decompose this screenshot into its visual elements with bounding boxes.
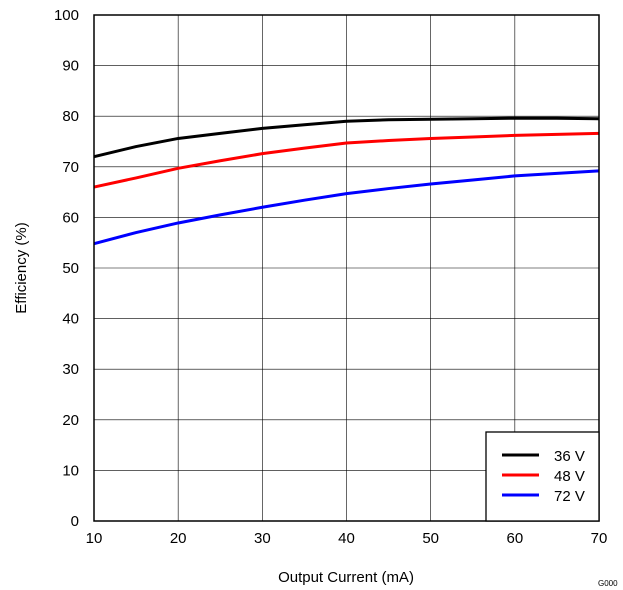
y-tick-label: 80: [62, 108, 79, 125]
legend-label: 72 V: [554, 488, 585, 505]
x-tick-label: 40: [338, 530, 355, 547]
y-tick-label: 0: [71, 513, 79, 530]
x-tick-label: 50: [422, 530, 439, 547]
y-tick-label: 10: [62, 462, 79, 479]
x-tick-label: 70: [591, 530, 608, 547]
series-line-48v: [93, 131, 600, 189]
y-tick-label: 70: [62, 159, 79, 176]
x-axis-title: Output Current (mA): [278, 569, 414, 586]
series-line-72v: [93, 169, 600, 246]
y-axis-title: Efficiency (%): [13, 222, 30, 313]
x-tick-label: 30: [254, 530, 271, 547]
y-tick-label: 60: [62, 209, 79, 226]
plot-frame: [93, 14, 600, 522]
series-lines: [93, 116, 600, 246]
x-tick-label: 10: [86, 530, 103, 547]
figure-id: G000: [598, 579, 618, 588]
legend-label: 48 V: [554, 468, 585, 485]
series-line-36v: [93, 116, 600, 159]
legend: 36 V 48 V 72 V: [485, 431, 600, 522]
legend-label: 36 V: [554, 448, 585, 465]
x-tick-label: 20: [170, 530, 187, 547]
y-tick-label: 40: [62, 311, 79, 328]
tick-labels: 10 20 30 40 50 60 70 0 10 20 30 40 50 60 70 80 90 100: [54, 7, 607, 547]
y-tick-label: 90: [62, 58, 79, 75]
y-tick-label: 50: [62, 260, 79, 277]
x-tick-label: 60: [506, 530, 523, 547]
y-tick-label: 20: [62, 412, 79, 429]
y-tick-label: 100: [54, 7, 79, 24]
y-tick-label: 30: [62, 361, 79, 378]
